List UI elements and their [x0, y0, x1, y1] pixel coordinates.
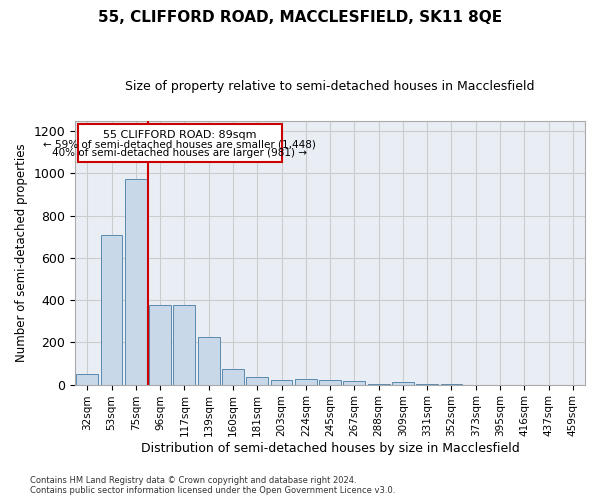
Bar: [222, 369, 244, 384]
FancyBboxPatch shape: [77, 124, 281, 162]
Bar: [392, 382, 414, 384]
Text: Contains HM Land Registry data © Crown copyright and database right 2024.
Contai: Contains HM Land Registry data © Crown c…: [30, 476, 395, 495]
Bar: [271, 380, 292, 384]
Bar: [198, 337, 220, 384]
Bar: [173, 306, 196, 384]
Y-axis label: Number of semi-detached properties: Number of semi-detached properties: [15, 144, 28, 362]
Bar: [247, 377, 268, 384]
Title: Size of property relative to semi-detached houses in Macclesfield: Size of property relative to semi-detach…: [125, 80, 535, 93]
Bar: [125, 178, 147, 384]
Text: ← 59% of semi-detached houses are smaller (1,448): ← 59% of semi-detached houses are smalle…: [43, 140, 316, 149]
X-axis label: Distribution of semi-detached houses by size in Macclesfield: Distribution of semi-detached houses by …: [141, 442, 520, 455]
Bar: [343, 382, 365, 384]
Bar: [319, 380, 341, 384]
Text: 55 CLIFFORD ROAD: 89sqm: 55 CLIFFORD ROAD: 89sqm: [103, 130, 256, 140]
Bar: [76, 374, 98, 384]
Bar: [149, 306, 171, 384]
Text: 55, CLIFFORD ROAD, MACCLESFIELD, SK11 8QE: 55, CLIFFORD ROAD, MACCLESFIELD, SK11 8Q…: [98, 10, 502, 25]
Bar: [101, 234, 122, 384]
Bar: [295, 380, 317, 384]
Text: 40% of semi-detached houses are larger (981) →: 40% of semi-detached houses are larger (…: [52, 148, 307, 158]
